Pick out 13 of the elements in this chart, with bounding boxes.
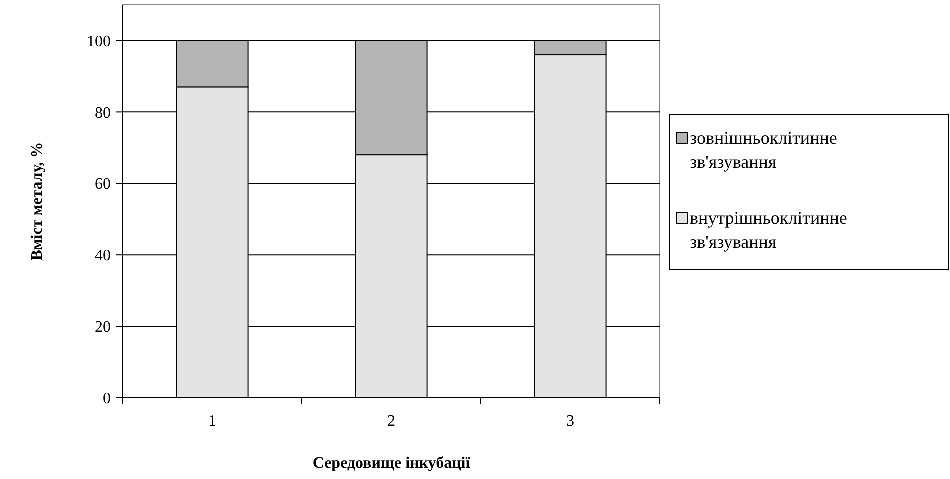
y-tick-label: 80 (95, 104, 111, 122)
x-tick-label: 3 (566, 413, 574, 430)
y-tick-label: 0 (103, 390, 111, 408)
x-tick-label: 1 (208, 413, 216, 430)
y-tick-label: 60 (95, 176, 111, 194)
y-axis-title: Вміст металу, % (29, 142, 46, 261)
legend-label: внутрішньоклітинне зв'язування (690, 208, 848, 252)
y-tick-label: 20 (95, 319, 111, 336)
x-axis-title: Середовище інкубації (312, 455, 471, 472)
y-tick-label: 100 (87, 33, 111, 50)
x-tick-label: 2 (388, 413, 396, 430)
legend-label: зовнішньоклітинне зв'язування (690, 128, 838, 172)
y-tick-label: 40 (95, 248, 111, 265)
